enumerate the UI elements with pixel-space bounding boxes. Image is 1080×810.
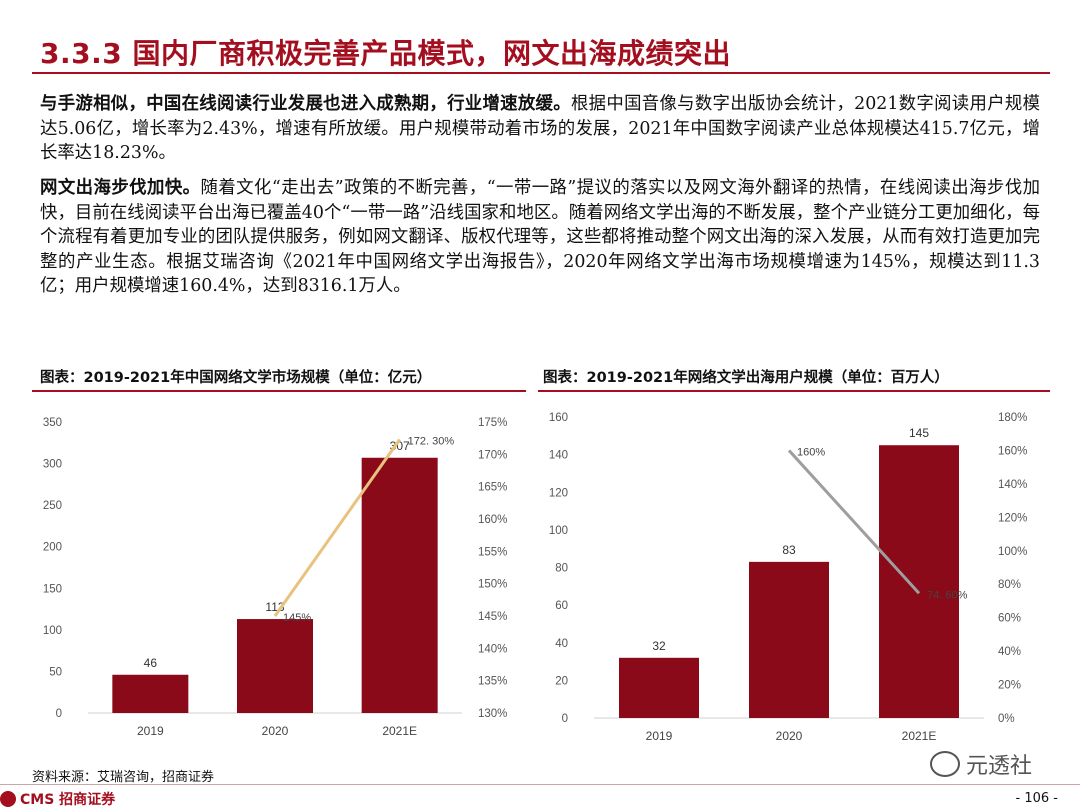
y-tick-label: 0 [56,708,62,720]
y-tick-label: 300 [43,459,62,471]
x-tick-label: 2019 [646,729,673,743]
y-tick-label: 20 [555,675,568,687]
chart-1-rule [32,390,526,392]
y2-tick-label: 170% [478,449,507,461]
y-tick-label: 160 [549,412,568,424]
line-value-label: 160% [797,446,825,458]
y2-tick-label: 160% [478,514,507,526]
title-divider [32,72,1050,74]
source-note: 资料来源：艾瑞咨询，招商证券 [32,770,215,785]
bar-value-label: 83 [782,543,796,557]
x-tick-label: 2021E [902,729,937,743]
bar-value-label: 145 [909,426,929,440]
y2-tick-label: 145% [478,611,507,623]
chart-2-rule [538,390,1050,392]
chart-1-title: 图表：2019-2021年中国网络文学市场规模（单位：亿元） [40,370,432,386]
y-tick-label: 150 [43,583,62,595]
y2-tick-label: 20% [998,680,1021,692]
y2-tick-label: 135% [478,676,507,688]
bar [749,561,829,718]
paragraph-lead: 与手游相似，中国在线阅读行业发展也进入成熟期，行业增速放缓。 [40,94,571,114]
y2-tick-label: 155% [478,546,507,558]
growth-line [787,449,921,595]
x-tick-label: 2021E [382,724,417,738]
y-tick-label: 100 [549,525,568,537]
section-title: 3.3.3 国内厂商积极完善产品模式，网文出海成绩突出 [40,37,731,70]
growth-line [273,438,401,617]
logo-text: CMS 招商证券 [20,792,116,808]
bar [879,445,959,718]
y-tick-label: 200 [43,542,62,554]
y-tick-label: 140 [549,450,568,462]
y-tick-label: 0 [562,713,568,725]
y2-tick-label: 120% [998,512,1027,524]
line-value-label: 74. 60% [927,589,968,601]
bar-value-label: 46 [144,656,158,670]
paragraph-body: 根据中国音像与数字出版协会统计，2021数字阅读用户规模达5.06亿，增长率为2… [40,94,1040,163]
y-tick-label: 100 [43,625,62,637]
x-tick-label: 2020 [776,729,803,743]
paragraph-reading-industry: 与手游相似，中国在线阅读行业发展也进入成熟期，行业增速放缓。根据中国音像与数字出… [40,92,1040,166]
y2-tick-label: 165% [478,482,507,494]
bar [361,457,438,713]
y2-tick-label: 175% [478,417,507,429]
y-tick-label: 250 [43,500,62,512]
bar [237,619,313,713]
y2-tick-label: 130% [478,708,507,720]
y-tick-label: 50 [49,666,62,678]
chart-2-title: 图表：2019-2021年网络文学出海用户规模（单位：百万人） [543,370,949,386]
y-tick-label: 120 [549,487,568,499]
y2-tick-label: 40% [998,646,1021,658]
y2-tick-label: 140% [478,643,507,655]
page-number: - 106 - [1015,791,1058,806]
line-value-label: 145% [283,612,311,624]
watermark-text: 元透社 [966,754,1033,779]
y-tick-label: 80 [555,563,568,575]
paragraph-web-novel-overseas: 网文出海步伐加快。随着文化“走出去”政策的不断完善，“一带一路”提议的落实以及网… [40,176,1040,299]
logo-icon [0,791,16,807]
footer-divider [0,784,1080,785]
y2-tick-label: 180% [998,412,1027,424]
paragraph-lead: 网文出海步伐加快。 [40,178,201,198]
line-value-label: 172. 30% [408,435,455,447]
chart-overseas-users: 0 20 40 60 80 100 120 140 160 0% 20% 40% 60% 80% 100% 1… [549,412,1028,743]
y2-tick-label: 0% [998,713,1015,725]
watermark: 元透社 [930,748,1032,780]
y2-tick-label: 140% [998,479,1027,491]
company-logo: CMS 招商证券 [0,789,115,809]
y-tick-label: 60 [555,600,568,612]
paragraph-body: 随着文化“走出去”政策的不断完善，“一带一路”提议的落实以及网文海外翻译的热情，… [40,178,1040,296]
bar [619,657,699,718]
y2-tick-label: 150% [478,579,507,591]
y2-tick-label: 80% [998,579,1021,591]
bar-value-label: 32 [652,639,666,653]
wechat-icon [930,751,960,777]
chart-market-size: 0 50 100 150 200 250 300 350 130% 135% 140% 145% 150… [43,417,508,738]
y-tick-label: 40 [555,638,568,650]
bar-value-label: 307 [390,439,410,453]
y2-tick-label: 60% [998,613,1021,625]
y-tick-label: 350 [43,417,62,429]
bar [112,674,189,713]
x-tick-label: 2020 [262,724,289,738]
y2-tick-label: 100% [998,546,1027,558]
x-tick-label: 2019 [137,724,164,738]
y2-tick-label: 160% [998,445,1027,457]
